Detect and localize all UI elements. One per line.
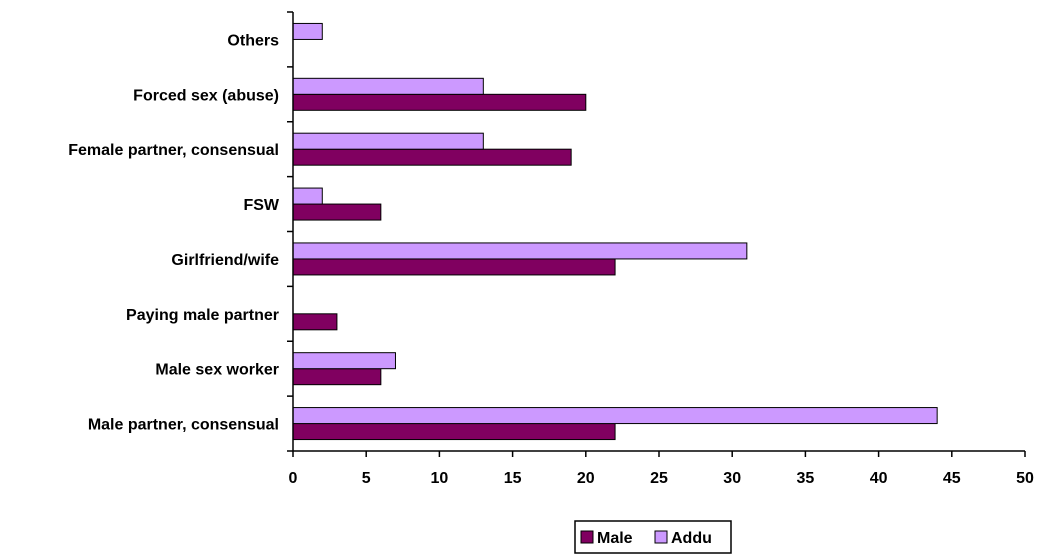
bar-male-2 xyxy=(292,148,572,166)
legend: Male Addu xyxy=(574,520,732,554)
bar-addu-2 xyxy=(292,132,484,150)
category-label: Paying male partner xyxy=(126,307,279,324)
bar-addu-1 xyxy=(292,77,484,95)
bar-addu-6 xyxy=(292,352,396,370)
x-tick-label: 10 xyxy=(431,470,449,487)
bar-male-1 xyxy=(292,93,587,111)
bar-male-5 xyxy=(292,313,338,331)
category-label: Male sex worker xyxy=(155,362,279,379)
x-tick-label: 35 xyxy=(797,470,815,487)
category-label: Female partner, consensual xyxy=(68,142,279,159)
legend-swatch-addu xyxy=(654,530,668,544)
legend-swatch-male xyxy=(580,530,594,544)
bar-male-3 xyxy=(292,203,382,221)
x-tick-label: 20 xyxy=(577,470,595,487)
legend-box xyxy=(574,520,732,554)
labels-layer: Others Forced sex (abuse) Female partner, … xyxy=(68,32,1034,487)
bar-addu-4 xyxy=(292,242,748,260)
x-tick-label: 15 xyxy=(504,470,522,487)
x-tick-label: 50 xyxy=(1016,470,1034,487)
axes-layer xyxy=(287,11,1026,457)
category-label: FSW xyxy=(243,197,279,214)
legend-label-addu: Addu xyxy=(671,530,712,547)
x-tick-label: 30 xyxy=(723,470,741,487)
x-tick-label: 40 xyxy=(870,470,888,487)
x-tick-label: 0 xyxy=(289,470,298,487)
bar-male-4 xyxy=(292,258,616,276)
legend-label-male: Male xyxy=(597,530,633,547)
bar-addu-0 xyxy=(292,22,323,40)
bar-male-6 xyxy=(292,368,382,386)
category-label: Others xyxy=(227,32,279,49)
bar-addu-3 xyxy=(292,187,323,205)
x-tick-label: 5 xyxy=(362,470,371,487)
bar-male-7 xyxy=(292,423,616,441)
category-label: Forced sex (abuse) xyxy=(133,87,279,104)
bars-layer xyxy=(292,22,938,441)
category-label: Male partner, consensual xyxy=(88,417,279,434)
x-tick-label: 45 xyxy=(943,470,961,487)
bar-addu-7 xyxy=(292,407,938,425)
x-tick-label: 25 xyxy=(650,470,668,487)
category-label: Girlfriend/wife xyxy=(171,252,279,269)
